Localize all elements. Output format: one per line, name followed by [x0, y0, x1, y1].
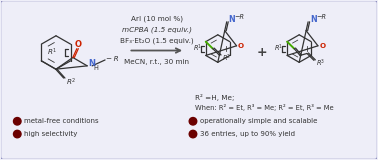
- Text: +: +: [256, 46, 267, 59]
- Text: R² =H, Me;: R² =H, Me;: [195, 94, 234, 101]
- Circle shape: [14, 130, 21, 138]
- Text: −R: −R: [235, 14, 245, 20]
- Text: N: N: [310, 15, 317, 24]
- Circle shape: [14, 118, 21, 125]
- Text: N: N: [229, 15, 235, 24]
- Text: $R^1$: $R^1$: [46, 47, 57, 58]
- Text: When: R² = Et, R³ = Me; R² = Et, R³ = Me: When: R² = Et, R³ = Me; R² = Et, R³ = Me: [195, 104, 333, 111]
- Text: high selectivity: high selectivity: [24, 131, 77, 137]
- Text: $R^1$: $R^1$: [192, 43, 202, 54]
- Text: ArI (10 mol %): ArI (10 mol %): [131, 16, 183, 22]
- Text: O: O: [319, 43, 325, 49]
- Text: mCPBA (1.5 equiv.): mCPBA (1.5 equiv.): [122, 27, 192, 33]
- Circle shape: [189, 130, 197, 138]
- Text: − R: − R: [106, 56, 119, 62]
- Text: H: H: [93, 65, 98, 71]
- Text: 36 entries, up to 90% yield: 36 entries, up to 90% yield: [200, 131, 295, 137]
- Text: MeCN, r.t., 30 min: MeCN, r.t., 30 min: [124, 59, 189, 65]
- Text: $R^3$: $R^3$: [316, 58, 325, 69]
- Text: N: N: [88, 59, 95, 68]
- Circle shape: [189, 118, 197, 125]
- Text: metal-free conditions: metal-free conditions: [24, 118, 99, 124]
- Text: −R: −R: [316, 14, 326, 20]
- Text: $R^2$: $R^2$: [66, 76, 76, 88]
- Text: $R^2$: $R^2$: [222, 53, 231, 64]
- Text: O: O: [238, 43, 244, 49]
- Text: BF₃·Et₂O (1.5 equiv.): BF₃·Et₂O (1.5 equiv.): [120, 37, 194, 44]
- Text: O: O: [74, 40, 81, 49]
- Text: $R^1$: $R^1$: [274, 43, 283, 54]
- Text: operationally simple and scalable: operationally simple and scalable: [200, 118, 317, 124]
